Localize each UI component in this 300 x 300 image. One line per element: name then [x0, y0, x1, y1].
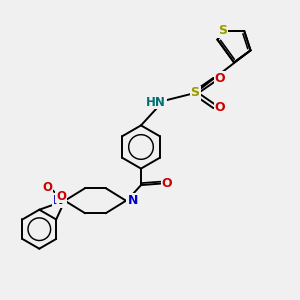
- Text: O: O: [162, 176, 172, 190]
- Text: N: N: [128, 194, 138, 207]
- Text: methoxy: methoxy: [46, 185, 52, 186]
- Text: N: N: [53, 194, 63, 207]
- Text: HN: HN: [146, 95, 166, 109]
- Text: O: O: [56, 190, 66, 202]
- Text: O: O: [42, 181, 52, 194]
- Text: S: S: [190, 86, 200, 100]
- Text: S: S: [218, 24, 227, 37]
- Text: O: O: [214, 100, 225, 114]
- Text: O: O: [214, 72, 225, 86]
